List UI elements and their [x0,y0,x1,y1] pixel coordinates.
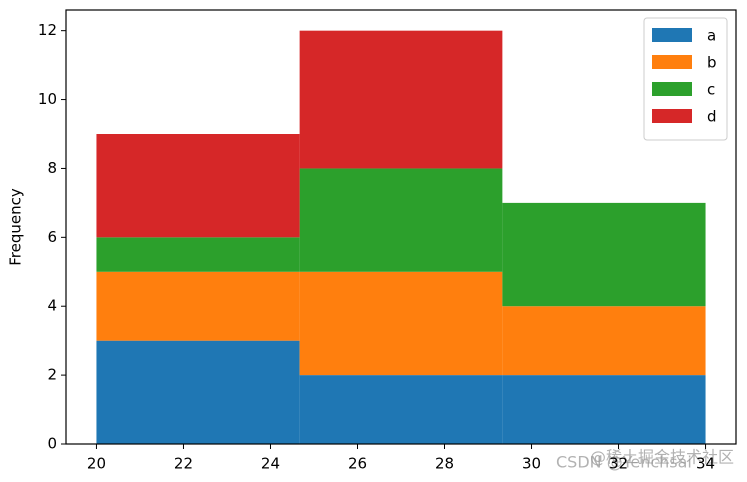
y-tick-label: 0 [47,435,57,453]
legend-label: b [707,54,717,72]
watermark: @稀土掘金技术社区 [590,448,734,467]
y-tick-label: 4 [47,297,57,315]
histogram-bar [96,237,300,272]
x-tick-label: 20 [87,455,106,473]
legend-label: d [707,108,717,126]
legend-label: a [707,27,716,45]
legend-swatch [652,28,692,42]
x-tick-label: 28 [435,455,454,473]
watermark: CSDN @Yenchsai [556,453,692,472]
histogram-bar [502,306,706,376]
y-tick-label: 2 [47,366,57,384]
histogram-bar [502,375,706,444]
histogram-bar [299,375,503,444]
legend-swatch [652,55,692,69]
y-tick-label: 8 [47,159,57,177]
histogram-bar [96,134,300,238]
y-tick-label: 12 [38,21,57,39]
plot-frame [65,9,737,445]
x-tick-label: 26 [348,455,367,473]
x-tick-label: 30 [522,455,541,473]
x-tick-label: 32 [609,455,628,473]
legend-label: c [707,81,715,99]
histogram-bar [299,30,503,169]
x-tick-label: 24 [261,455,280,473]
x-tick-label: 34 [696,455,715,473]
histogram-bar [502,202,706,307]
y-tick-label: 6 [47,228,57,246]
y-tick-label: 10 [38,90,57,108]
legend-swatch [652,109,692,123]
y-axis-label: Frequency [7,188,25,266]
histogram-bar [299,168,503,272]
histogram-bar [299,271,503,376]
histogram-bar [96,271,300,341]
histogram-bar [96,340,300,444]
x-tick-label: 22 [174,455,193,473]
legend-swatch [652,82,692,96]
